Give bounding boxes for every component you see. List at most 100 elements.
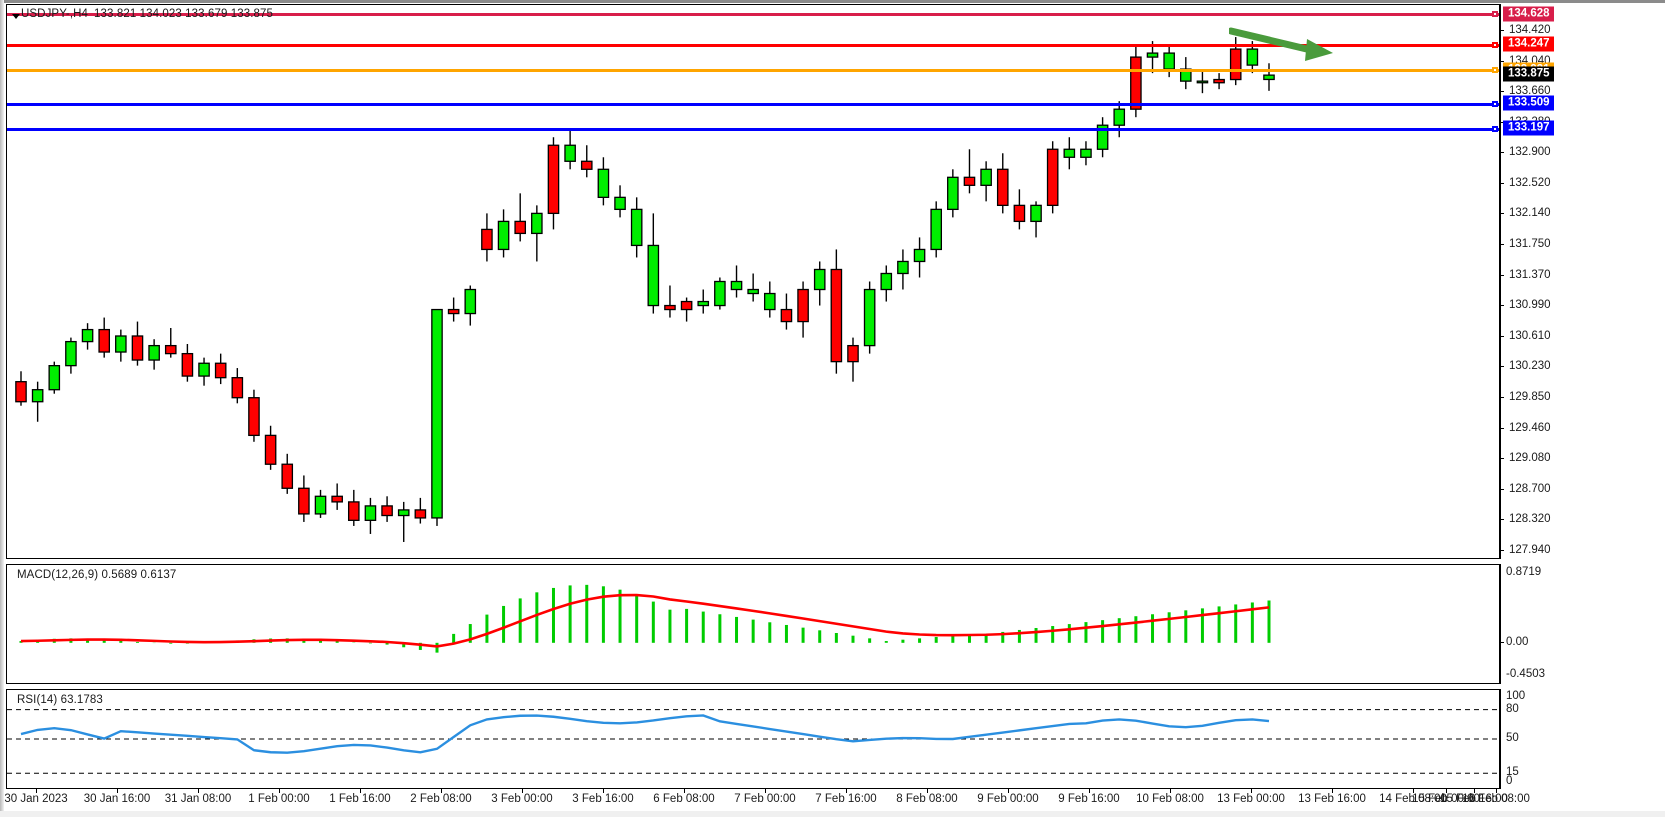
price-axis-tick <box>1500 366 1504 368</box>
time-axis-label: 13 Feb 00:00 <box>1217 793 1285 805</box>
price-axis-tick <box>1500 244 1504 246</box>
macd-canvas <box>19 584 1271 653</box>
rsi-axis-label: 50 <box>1506 732 1519 744</box>
level-handle-icon[interactable] <box>1492 125 1498 132</box>
price-axis-label: 131.370 <box>1509 268 1551 281</box>
price-axis-tick <box>1500 182 1504 184</box>
window-top-border <box>0 0 1665 3</box>
price-axis-tick <box>1500 213 1504 215</box>
bullish-arrow-icon <box>1229 27 1333 61</box>
price-axis-label: 128.320 <box>1509 513 1551 526</box>
time-axis-tick <box>441 789 442 793</box>
price-tag-support-lower[interactable]: 133.197 <box>1503 120 1554 136</box>
price-axis-tick <box>1500 60 1504 62</box>
window-left-border <box>0 0 4 817</box>
price-axis-label: 128.700 <box>1509 482 1551 495</box>
level-line-support-lower[interactable] <box>7 125 1499 132</box>
level-handle-icon[interactable] <box>1492 100 1498 107</box>
rsi-axis-label: 100 <box>1506 690 1526 702</box>
macd-axis-scale[interactable]: 0.8719 0.00 -0.4503 <box>1500 564 1665 684</box>
rsi-axis-scale[interactable]: 100 80 50 15 0 <box>1500 689 1665 789</box>
price-chart-pane[interactable]: USDJPY-,H4 133.821 134.023 133.679 133.87… <box>6 4 1500 559</box>
rsi-axis-line <box>1500 689 1501 789</box>
time-axis-label: 10 Feb 08:00 <box>1136 793 1204 805</box>
time-axis-label: 8 Feb 08:00 <box>896 793 958 805</box>
time-axis-tick <box>279 789 280 793</box>
level-line-resistance-upper[interactable] <box>7 11 1499 18</box>
time-axis-tick <box>684 789 685 793</box>
time-axis-label: 15 Feb 00:00 <box>1412 793 1480 805</box>
rsi-legend: RSI(14) 63.1783 <box>17 694 103 706</box>
rsi-indicator-pane[interactable]: RSI(14) 63.1783 <box>6 689 1500 789</box>
price-tag-support-upper[interactable]: 133.509 <box>1503 95 1554 111</box>
price-axis-tick <box>1500 396 1504 398</box>
time-axis-tick <box>603 789 604 793</box>
price-axis-label: 132.140 <box>1509 207 1551 220</box>
symbol-label: USDJPY-,H4 <box>21 8 89 20</box>
price-axis-tick <box>1500 121 1504 123</box>
time-axis-label: 16 Feb 08:00 <box>1462 793 1530 805</box>
price-tag-last-price[interactable]: 133.875 <box>1503 66 1554 82</box>
price-axis-label: 127.940 <box>1509 543 1551 556</box>
time-axis-label: 13 Feb 16:00 <box>1298 793 1366 805</box>
time-axis-tick <box>1474 789 1475 793</box>
time-axis-tick <box>1446 789 1447 793</box>
price-axis-tick <box>1500 427 1504 429</box>
macd-axis-line <box>1500 564 1501 684</box>
price-axis-line <box>1500 4 1501 559</box>
price-axis-label: 129.080 <box>1509 452 1551 465</box>
price-axis-label: 130.610 <box>1509 329 1551 342</box>
level-handle-icon[interactable] <box>1492 41 1498 48</box>
time-axis-label: 2 Feb 08:00 <box>410 793 472 805</box>
time-axis-tick <box>198 789 199 793</box>
price-axis-label: 134.420 <box>1509 24 1551 37</box>
price-axis-tick <box>1500 335 1504 337</box>
rsi-axis-label: 0 <box>1506 775 1513 787</box>
rsi-axis-label: 80 <box>1506 702 1519 715</box>
price-axis-tick <box>1500 91 1504 93</box>
macd-legend: MACD(12,26,9) 0.5689 0.6137 <box>17 569 177 581</box>
price-axis-tick <box>1500 519 1504 521</box>
time-axis-tick <box>927 789 928 793</box>
macd-indicator-pane[interactable]: MACD(12,26,9) 0.5689 0.6137 <box>6 564 1500 684</box>
time-axis-tick <box>522 789 523 793</box>
price-axis-scale[interactable]: 134.420134.040133.660133.280132.900132.5… <box>1500 4 1665 559</box>
level-line-pivot-orange[interactable] <box>7 67 1499 74</box>
price-axis-tick <box>1500 152 1504 154</box>
time-axis-tick <box>846 789 847 793</box>
time-axis-tick <box>1413 789 1414 793</box>
time-axis-label: 3 Feb 00:00 <box>491 793 553 805</box>
price-axis-tick <box>1500 274 1504 276</box>
time-axis-tick <box>36 789 37 793</box>
price-candles-canvas <box>15 37 1275 542</box>
time-axis-label: 1 Feb 16:00 <box>329 793 391 805</box>
time-axis-label: 31 Jan 08:00 <box>164 793 232 805</box>
price-tag-resistance-upper[interactable]: 134.628 <box>1503 6 1554 22</box>
time-axis-label: 9 Feb 16:00 <box>1058 793 1120 805</box>
level-handle-icon[interactable] <box>1492 11 1498 18</box>
price-axis-label: 131.750 <box>1509 238 1551 251</box>
price-axis-label: 130.990 <box>1509 299 1551 312</box>
price-axis-label: 129.850 <box>1509 390 1551 403</box>
price-axis-tick <box>1500 305 1504 307</box>
time-axis-label: 30 Jan 2023 <box>4 793 68 805</box>
time-axis-tick <box>765 789 766 793</box>
price-axis-tick <box>1500 30 1504 32</box>
rsi-canvas <box>7 709 1499 774</box>
time-axis-tick <box>1170 789 1171 793</box>
level-line-resistance-main[interactable] <box>7 41 1499 48</box>
time-axis-label: 1 Feb 00:00 <box>248 793 310 805</box>
rsi-axis-label: 15 <box>1506 766 1519 779</box>
price-axis-label: 133.660 <box>1509 85 1551 98</box>
time-axis-label: 7 Feb 00:00 <box>734 793 796 805</box>
time-axis-label: 7 Feb 16:00 <box>815 793 877 805</box>
level-handle-icon[interactable] <box>1492 67 1498 74</box>
price-tag-resistance-main[interactable]: 134.247 <box>1503 36 1554 52</box>
macd-axis-tick <box>1500 641 1504 643</box>
time-axis-label: 3 Feb 16:00 <box>572 793 634 805</box>
dropdown-caret-icon[interactable] <box>12 14 20 19</box>
time-axis[interactable]: 30 Jan 2023 30 Jan 16:00 31 Jan 08:00 1 Feb… <box>4 789 1530 811</box>
level-line-support-upper[interactable] <box>7 100 1499 107</box>
macd-axis-label: 0.8719 <box>1506 566 1542 578</box>
time-axis-tick <box>1008 789 1009 793</box>
